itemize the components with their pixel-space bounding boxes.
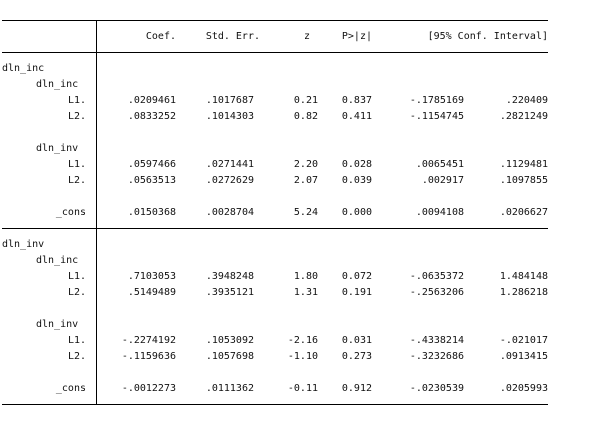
table-row-ci-upper-cell: .2821249 [499, 111, 548, 122]
table-row-p-value-cell: 0.191 [341, 287, 372, 298]
cons-row-p-value-cell: 0.912 [341, 383, 372, 394]
table-row-std-err-cell: .1017687 [205, 95, 254, 106]
table-row-label: L2. [67, 287, 86, 298]
table-row-coef-cell: .0597466 [127, 159, 176, 170]
variable-group-name: dln_inc [36, 255, 79, 266]
table-row-std-err-cell: .0271441 [205, 159, 254, 170]
table-row-p-value-cell: 0.039 [341, 175, 372, 186]
stub-divider [96, 20, 97, 405]
table-row-p-value-cell: 0.072 [341, 271, 372, 282]
header-z: z [303, 31, 310, 42]
table-row-ci-upper-cell: 1.286218 [499, 287, 548, 298]
table-row-p-value-cell: 0.028 [341, 159, 372, 170]
cons-row-z-cell: -0.11 [287, 383, 318, 394]
table-row-ci-lower-cell: .0065451 [415, 159, 464, 170]
cons-row-ci-upper-cell: .0205993 [499, 383, 548, 394]
equation-name: dln_inv [2, 239, 45, 250]
table-row-z-cell: 0.21 [293, 95, 318, 106]
table-row-std-err-cell: .1053092 [205, 335, 254, 346]
table-row-z-cell: 0.82 [293, 111, 318, 122]
table-row-p-value-cell: 0.837 [341, 95, 372, 106]
table-row-ci-upper-cell: .220409 [505, 95, 548, 106]
cons-row-label: _cons [55, 383, 86, 394]
table-row-z-cell: -1.10 [287, 351, 318, 362]
table-row-ci-upper-cell: 1.484148 [499, 271, 548, 282]
header-std-err: Std. Err. [205, 31, 260, 42]
table-row-std-err-cell: .1014303 [205, 111, 254, 122]
header-conf-interval: [95% Conf. Interval] [427, 31, 548, 42]
table-row-coef-cell: .7103053 [127, 271, 176, 282]
table-row-p-value-cell: 0.411 [341, 111, 372, 122]
table-row-label: L2. [67, 351, 86, 362]
table-row-ci-lower-cell: .002917 [421, 175, 464, 186]
cons-row-label: _cons [55, 207, 86, 218]
cons-row-ci-upper-cell: .0206627 [499, 207, 548, 218]
table-row-label: L2. [67, 175, 86, 186]
table-row-coef-cell: -.1159636 [121, 351, 176, 362]
table-row-coef-cell: -.2274192 [121, 335, 176, 346]
table-row-ci-upper-cell: -.021017 [499, 335, 548, 346]
table-row-ci-upper-cell: .0913415 [499, 351, 548, 362]
table-row-coef-cell: .5149489 [127, 287, 176, 298]
table-row-ci-lower-cell: -.3232686 [409, 351, 464, 362]
table-row-z-cell: 2.20 [293, 159, 318, 170]
table-row-ci-lower-cell: -.1154745 [409, 111, 464, 122]
variable-group-name: dln_inc [36, 79, 79, 90]
table-row-ci-upper-cell: .1129481 [499, 159, 548, 170]
table-row-label: L1. [67, 159, 86, 170]
cons-row-ci-lower-cell: .0094108 [415, 207, 464, 218]
cons-row-ci-lower-cell: -.0230539 [409, 383, 464, 394]
table-row-ci-upper-cell: .1097855 [499, 175, 548, 186]
header-rule [2, 52, 548, 53]
table-row-p-value-cell: 0.031 [341, 335, 372, 346]
table-row-p-value-cell: 0.273 [341, 351, 372, 362]
bottom-rule [2, 404, 548, 405]
cons-row-coef-cell: -.0012273 [121, 383, 176, 394]
cons-row-p-value-cell: 0.000 [341, 207, 372, 218]
table-row-coef-cell: .0833252 [127, 111, 176, 122]
equation-name: dln_inc [2, 63, 45, 74]
cons-row-std-err-cell: .0028704 [205, 207, 254, 218]
table-row-label: L1. [67, 271, 86, 282]
table-row-z-cell: 1.80 [293, 271, 318, 282]
table-row-coef-cell: .0563513 [127, 175, 176, 186]
table-row-z-cell: -2.16 [287, 335, 318, 346]
cons-row-z-cell: 5.24 [293, 207, 318, 218]
table-row-label: L1. [67, 335, 86, 346]
table-row-std-err-cell: .3935121 [205, 287, 254, 298]
equation-separator-rule [2, 228, 548, 229]
table-row-ci-lower-cell: -.0635372 [409, 271, 464, 282]
table-row-label: L2. [67, 111, 86, 122]
table-row-std-err-cell: .0272629 [205, 175, 254, 186]
table-row-std-err-cell: .3948248 [205, 271, 254, 282]
table-row-label: L1. [67, 95, 86, 106]
top-rule [2, 20, 548, 21]
table-row-ci-lower-cell: -.4338214 [409, 335, 464, 346]
header-coef: Coef. [145, 31, 176, 42]
header-p: P>|z| [341, 31, 372, 42]
table-row-z-cell: 2.07 [293, 175, 318, 186]
variable-group-name: dln_inv [36, 319, 79, 330]
cons-row-coef-cell: .0150368 [127, 207, 176, 218]
variable-group-name: dln_inv [36, 143, 79, 154]
table-row-ci-lower-cell: -.2563206 [409, 287, 464, 298]
table-row-std-err-cell: .1057698 [205, 351, 254, 362]
table-row-coef-cell: .0209461 [127, 95, 176, 106]
table-row-ci-lower-cell: -.1785169 [409, 95, 464, 106]
cons-row-std-err-cell: .0111362 [205, 383, 254, 394]
table-row-z-cell: 1.31 [293, 287, 318, 298]
